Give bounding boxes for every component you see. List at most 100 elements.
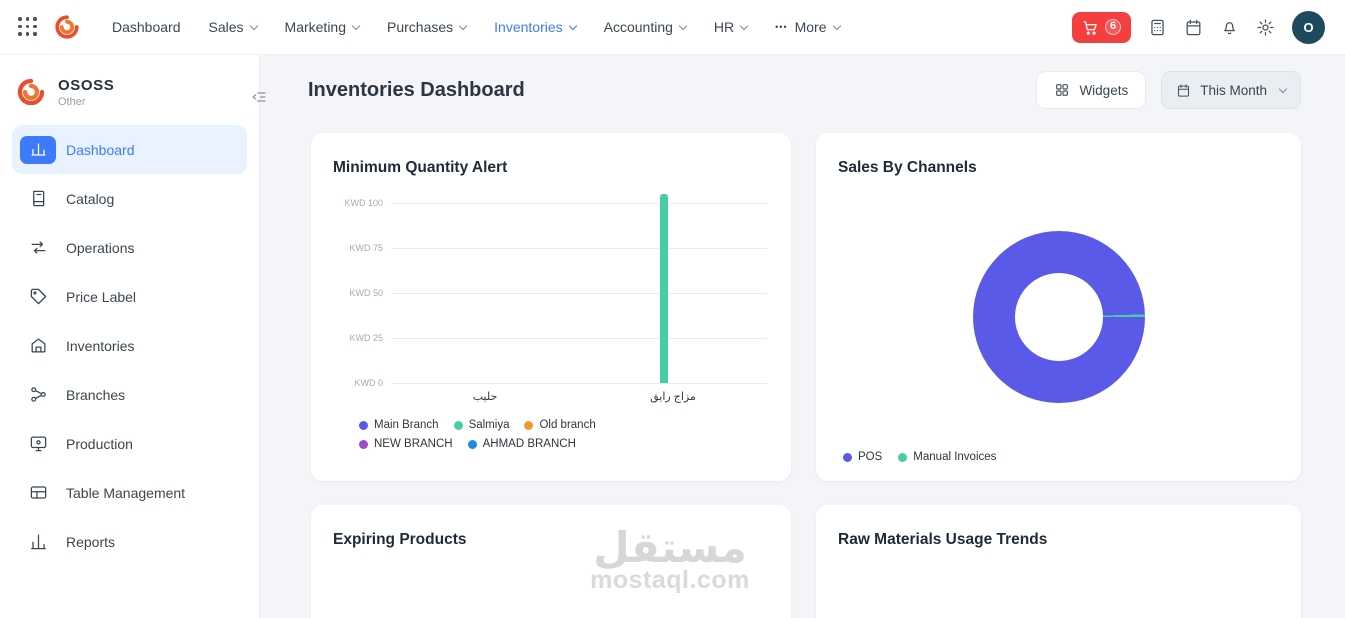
- main-content: Inventories Dashboard Widgets This Mont: [260, 55, 1345, 618]
- period-selector-button[interactable]: This Month: [1161, 71, 1301, 109]
- legend-item-salmiya[interactable]: Salmiya: [453, 419, 509, 431]
- chevron-down-icon: [351, 21, 361, 30]
- calculator-icon[interactable]: [1148, 18, 1167, 37]
- calendar-icon[interactable]: [1184, 18, 1203, 37]
- table-management-icon: [20, 479, 56, 507]
- sidebar-item-label: Branches: [66, 386, 126, 403]
- widgets-grid-icon: [1054, 82, 1070, 98]
- legend-item-old-branch[interactable]: Old branch: [524, 419, 596, 431]
- apps-grid-icon[interactable]: [18, 17, 38, 37]
- legend-dot: [524, 420, 534, 430]
- brand-subtitle: Other: [58, 95, 86, 108]
- bar-chart: KWD 0 KWD 25 KWD 50 KWD 75 KWD 100 حليب مزاج ر…: [331, 194, 769, 403]
- card-raw-materials-usage-trends: Raw Materials Usage Trends: [816, 505, 1301, 618]
- grid-line: [391, 203, 767, 204]
- inventories-icon: [20, 332, 56, 360]
- widgets-button-label: Widgets: [1079, 82, 1129, 98]
- sidebar-item-operations[interactable]: Operations: [12, 223, 247, 272]
- legend-dot: [453, 420, 463, 430]
- avatar[interactable]: O: [1292, 10, 1325, 44]
- sidebar-item-branches[interactable]: Branches: [12, 370, 247, 419]
- legend-item-ahmad-branch[interactable]: AHMAD BRANCH: [467, 438, 576, 450]
- sidebar-item-dashboard[interactable]: Dashboard: [12, 125, 247, 174]
- card-title: Raw Materials Usage Trends: [838, 531, 1048, 548]
- chevron-down-icon: [458, 21, 468, 30]
- widgets-button[interactable]: Widgets: [1036, 71, 1147, 109]
- brand-name: OSOSS: [58, 76, 115, 94]
- cart-icon: [1082, 19, 1099, 36]
- sidebar-item-label: Price Label: [66, 288, 137, 305]
- y-axis-label: KWD 25: [349, 333, 383, 343]
- sidebar-item-catalog[interactable]: Catalog: [12, 174, 247, 223]
- sidebar-item-table-management[interactable]: Table Management: [12, 468, 247, 517]
- card-expiring-products: Expiring Products: [311, 505, 791, 618]
- legend-item-pos[interactable]: POS: [843, 451, 882, 463]
- sidebar-item-reports[interactable]: Reports: [12, 517, 247, 566]
- nav-item-marketing[interactable]: Marketing: [285, 19, 361, 35]
- top-header: Dashboard Sales Marketing Purchases Inventor…: [0, 0, 1345, 55]
- card-title: Sales By Channels: [838, 159, 977, 176]
- cart-count-badge: 6: [1105, 19, 1121, 35]
- reports-icon: [20, 528, 56, 556]
- legend-row: NEW BRANCH AHMAD BRANCH: [359, 438, 791, 450]
- dashboard-icon: [20, 135, 56, 164]
- legend-row: Main Branch Salmiya Old branch: [359, 419, 791, 431]
- donut-hole: [1015, 273, 1103, 361]
- grid-line: [391, 383, 767, 384]
- sidebar-item-label: Operations: [66, 239, 135, 256]
- grid-line: [391, 248, 767, 249]
- grid-line: [391, 338, 767, 339]
- chevron-down-icon: [832, 21, 841, 30]
- calendar-icon: [1176, 83, 1191, 98]
- y-axis-label: KWD 75: [349, 243, 383, 253]
- operations-icon: [20, 234, 56, 262]
- bell-icon[interactable]: [1220, 18, 1239, 37]
- price-label-icon: [20, 283, 56, 311]
- sidebar: OSOSS Other Dashboard Catalog Operations Pr…: [0, 55, 266, 618]
- x-axis-label: حليب: [472, 391, 498, 403]
- brand-logo[interactable]: [52, 12, 82, 42]
- branches-icon: [20, 381, 56, 409]
- chevron-down-icon: [249, 21, 258, 30]
- sidebar-item-inventories[interactable]: Inventories: [12, 321, 247, 370]
- chevron-down-icon: [1278, 84, 1288, 94]
- more-dots-icon: •••: [775, 22, 788, 32]
- y-axis-label: KWD 0: [354, 378, 383, 388]
- legend-dot: [467, 439, 477, 449]
- catalog-icon: [20, 185, 56, 213]
- y-axis-label: KWD 50: [349, 288, 383, 298]
- chart-legend: POS Manual Invoices: [843, 451, 996, 463]
- sidebar-item-label: Inventories: [66, 337, 135, 354]
- nav-item-purchases[interactable]: Purchases: [387, 19, 468, 35]
- nav-item-hr[interactable]: HR: [714, 19, 749, 35]
- sidebar-item-production[interactable]: Production: [12, 419, 247, 468]
- nav-item-accounting[interactable]: Accounting: [604, 19, 688, 35]
- bar-salmiya-مزاج-رايق: [660, 194, 668, 383]
- nav-item-inventories[interactable]: Inventories: [494, 19, 577, 35]
- chart-legend: Main Branch Salmiya Old branch NEW BRANCH AH…: [359, 419, 791, 450]
- gear-icon[interactable]: [1256, 18, 1275, 37]
- card-title: Minimum Quantity Alert: [333, 159, 508, 176]
- legend-dot: [843, 452, 852, 462]
- sidebar-collapse-icon[interactable]: [251, 89, 267, 105]
- legend-item-main-branch[interactable]: Main Branch: [359, 419, 439, 431]
- sidebar-brand: OSOSS Other: [0, 55, 266, 125]
- sidebar-item-price-label[interactable]: Price Label: [12, 272, 247, 321]
- chevron-down-icon: [739, 21, 749, 30]
- plot-area: حليب مزاج رايق: [391, 194, 767, 403]
- sidebar-item-label: Dashboard: [66, 141, 135, 158]
- legend-item-manual-invoices[interactable]: Manual Invoices: [898, 451, 996, 463]
- nav-item-more[interactable]: ••• More: [775, 19, 841, 35]
- cart-button[interactable]: 6: [1072, 11, 1131, 43]
- grid-line: [391, 293, 767, 294]
- legend-dot: [359, 420, 368, 430]
- sidebar-item-label: Table Management: [66, 484, 186, 501]
- legend-item-new-branch[interactable]: NEW BRANCH: [359, 438, 453, 450]
- page-title: Inventories Dashboard: [308, 78, 525, 101]
- production-icon: [20, 430, 56, 458]
- nav-item-sales[interactable]: Sales: [209, 19, 258, 35]
- sidebar-item-label: Reports: [66, 533, 116, 550]
- brand-logo: [14, 75, 48, 109]
- nav-item-dashboard[interactable]: Dashboard: [112, 19, 181, 35]
- card-sales-by-channels: Sales By Channels POS Manual Invoices: [816, 133, 1301, 481]
